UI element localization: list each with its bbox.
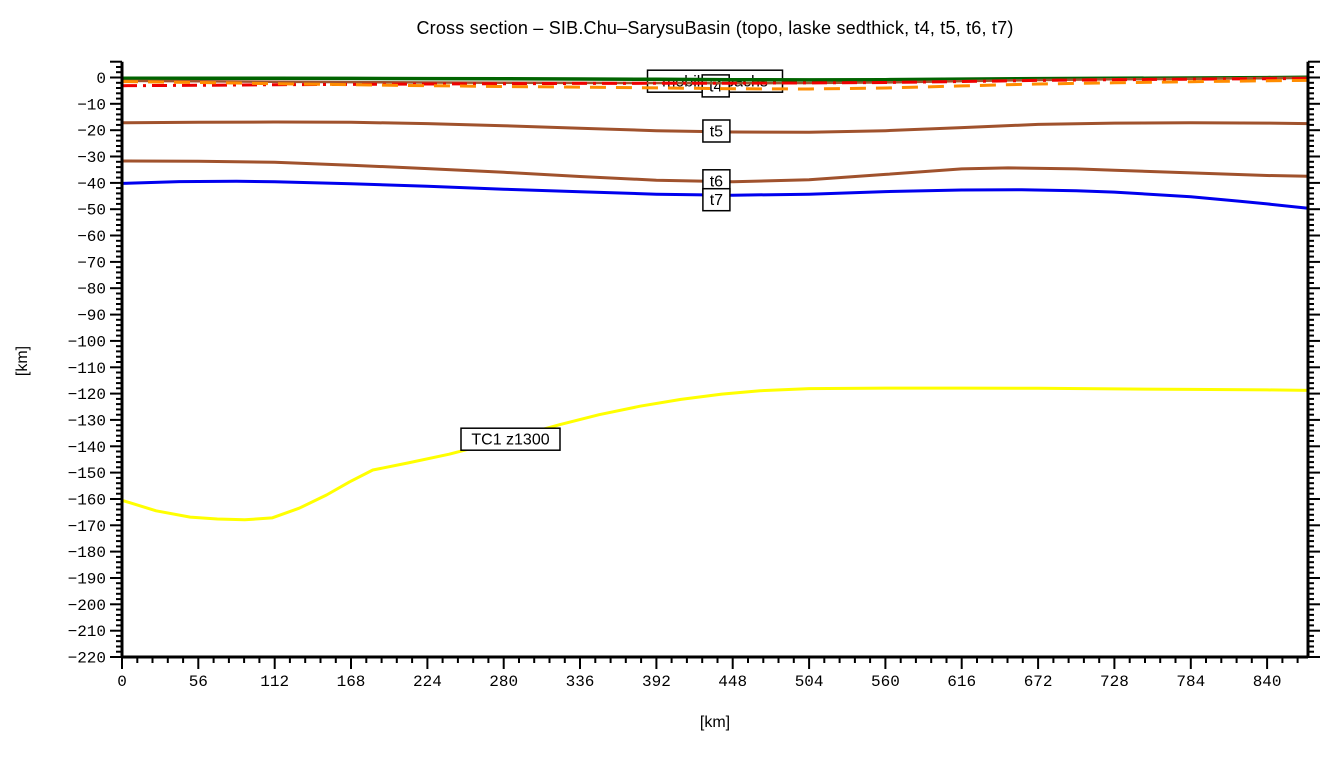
- line-label-t5: t5: [702, 119, 731, 143]
- svg-text:−220: −220: [68, 650, 106, 668]
- svg-text:0: 0: [117, 673, 127, 691]
- svg-text:336: 336: [566, 673, 595, 691]
- svg-text:−200: −200: [68, 597, 106, 615]
- svg-text:−210: −210: [68, 623, 106, 641]
- axis-ticks: [110, 60, 1320, 669]
- svg-text:−120: −120: [68, 386, 106, 404]
- svg-text:−130: −130: [68, 412, 106, 430]
- svg-text:−70: −70: [77, 254, 106, 272]
- svg-text:−90: −90: [77, 307, 106, 325]
- svg-text:112: 112: [260, 673, 289, 691]
- svg-text:728: 728: [1100, 673, 1129, 691]
- svg-text:t5: t5: [710, 124, 723, 141]
- svg-text:392: 392: [642, 673, 671, 691]
- svg-text:280: 280: [489, 673, 518, 691]
- series-line-t7: [121, 179, 1309, 210]
- series-line-t6: [121, 159, 1309, 184]
- svg-text:840: 840: [1253, 673, 1282, 691]
- svg-text:−60: −60: [77, 228, 106, 246]
- chart-title: Cross section – SIB.Chu–SarysuBasin (top…: [416, 18, 1014, 38]
- svg-text:−190: −190: [68, 571, 106, 589]
- svg-text:−180: −180: [68, 544, 106, 562]
- svg-text:616: 616: [947, 673, 976, 691]
- svg-text:784: 784: [1176, 673, 1205, 691]
- svg-text:504: 504: [795, 673, 824, 691]
- svg-text:TC1 z1300: TC1 z1300: [471, 432, 549, 449]
- series-line-t4: [121, 78, 1309, 91]
- y-axis-label: [km]: [14, 345, 32, 377]
- svg-text:560: 560: [871, 673, 900, 691]
- svg-text:−140: −140: [68, 439, 106, 457]
- svg-text:168: 168: [337, 673, 366, 691]
- svg-text:224: 224: [413, 673, 442, 691]
- svg-text:−110: −110: [68, 360, 106, 378]
- svg-text:−10: −10: [77, 96, 106, 114]
- svg-text:448: 448: [718, 673, 747, 691]
- x-axis-label: [km]: [699, 714, 731, 731]
- axes-frame: [120, 61, 1310, 659]
- series-line-t5: [121, 120, 1309, 134]
- svg-text:672: 672: [1024, 673, 1053, 691]
- svg-text:0: 0: [96, 70, 106, 88]
- svg-text:−30: −30: [77, 149, 106, 167]
- svg-text:−160: −160: [68, 492, 106, 510]
- svg-text:−80: −80: [77, 281, 106, 299]
- svg-text:−150: −150: [68, 465, 106, 483]
- svg-text:−40: −40: [77, 175, 106, 193]
- line-label-tc1-z1300: TC1 z1300: [460, 427, 561, 451]
- axis-tick-labels: 0 −10 −20 −30 −40 −50 −60 −70 −80 −90 −100 −110 −120…: [68, 70, 1282, 691]
- series-line-laske-sedthick: [121, 77, 1309, 88]
- svg-text:−20: −20: [77, 123, 106, 141]
- svg-text:−50: −50: [77, 202, 106, 220]
- svg-text:−100: −100: [68, 333, 106, 351]
- series-line-tc1-z1300: [121, 386, 1309, 522]
- svg-text:t6: t6: [710, 173, 723, 190]
- svg-text:−170: −170: [68, 518, 106, 536]
- line-label-t7: t7: [702, 187, 731, 212]
- svg-text:t7: t7: [710, 192, 723, 209]
- svg-text:56: 56: [189, 673, 208, 691]
